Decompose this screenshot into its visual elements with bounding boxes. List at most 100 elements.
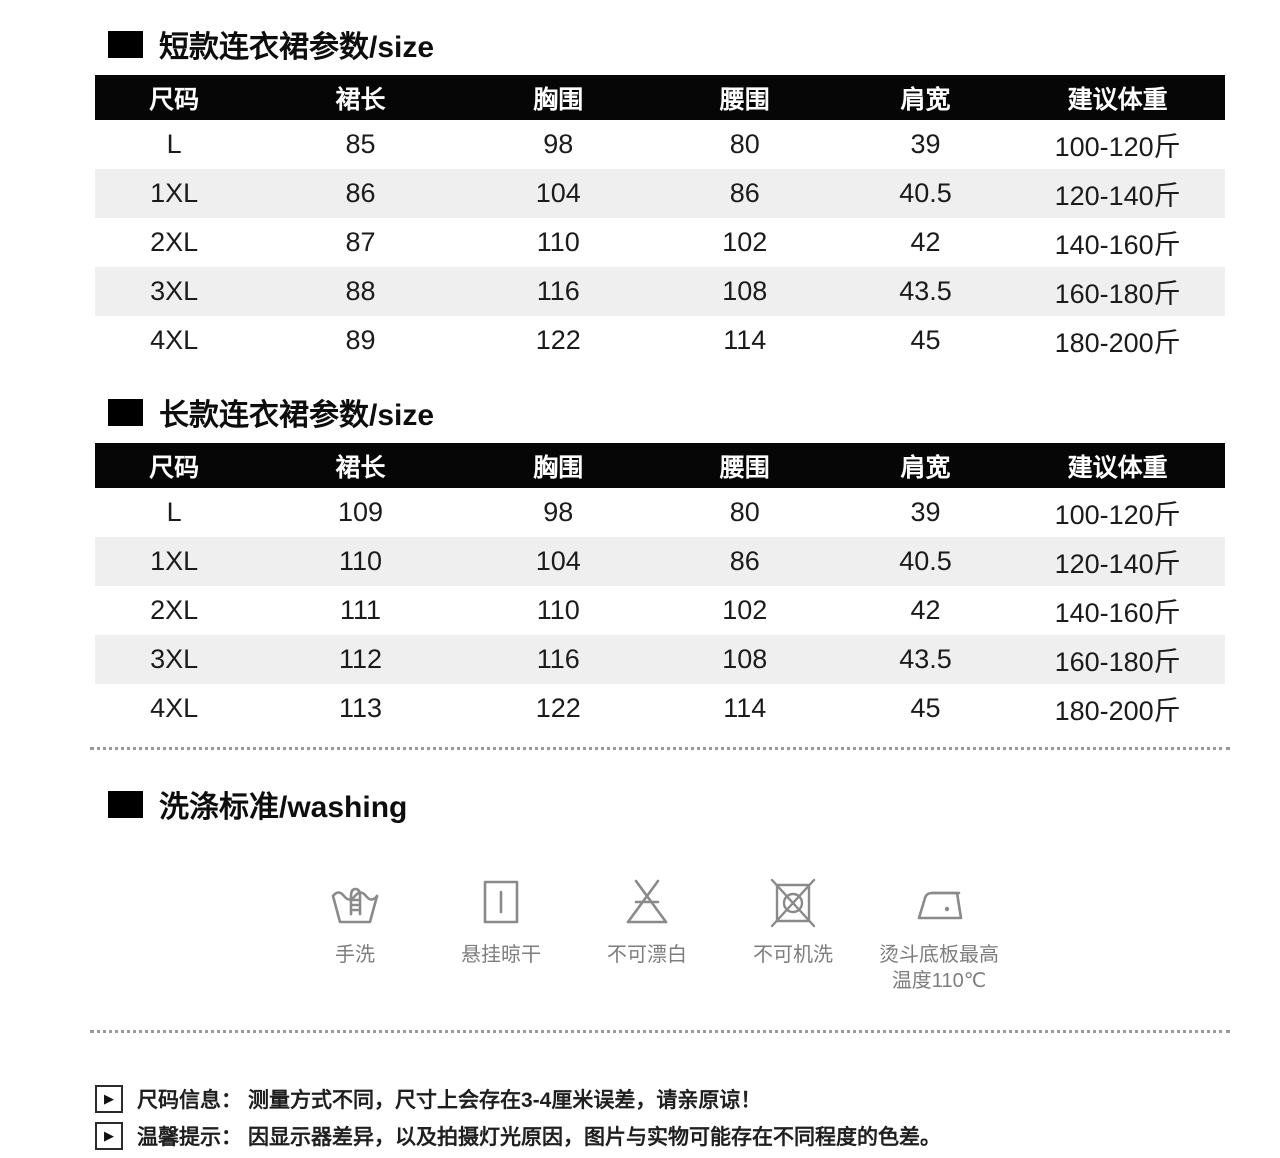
col-header-weight: 建议体重 [1067,453,1168,482]
wash-item-no-machine-wash: 不可机洗 [720,872,866,994]
cell-shoulder: 40.5 [899,546,952,576]
cell-weight: 160-180斤 [1054,279,1181,309]
cell-shoulder: 40.5 [899,178,952,208]
cell-shoulder: 45 [910,325,941,355]
col-header-size: 尺码 [149,453,200,482]
cell-size: 2XL [150,595,199,625]
cell-bust: 122 [535,693,581,723]
col-header-shoulder: 肩宽 [900,453,951,482]
iron-max-temp-icon [910,872,968,932]
cell-bust: 104 [535,178,581,208]
note-text: 因显示器差异，以及拍摄灯光原因，图片与实物可能存在不同程度的色差。 [248,1126,941,1149]
wash-label-line1: 烫斗底板最高 [879,944,999,966]
dotted-divider [90,1030,1230,1033]
play-badge-icon: ▶ [95,1122,123,1150]
washing-icons-row: 手洗 悬挂晾干 不可漂白 [282,872,1012,994]
table-header-row: 尺码 裙长 胸围 腰围 肩宽 建议体重 [95,75,1225,120]
wash-item-iron-max-temp: 烫斗底板最高 温度110℃ [866,872,1012,994]
cell-skirt-length: 112 [339,644,383,674]
cell-shoulder: 42 [910,227,941,257]
cell-shoulder: 39 [910,129,941,159]
section-title-text: 长款连衣裙参数/size [159,399,435,432]
cell-skirt-length: 86 [345,178,376,208]
table-header-row: 尺码 裙长 胸围 腰围 肩宽 建议体重 [95,443,1225,488]
cell-waist: 114 [723,325,767,355]
cell-waist: 80 [729,129,760,159]
table-row: 3XL 88 116 108 43.5 160-180斤 [95,267,1225,316]
cell-weight: 180-200斤 [1054,696,1181,726]
wash-label: 手洗 [335,944,375,966]
section-title-text: 洗涤标准/washing [159,791,408,824]
cell-weight: 100-120斤 [1054,132,1181,162]
note-label: 温馨提示： [137,1126,242,1149]
cell-waist: 80 [729,497,760,527]
no-machine-wash-icon [764,872,822,932]
cell-skirt-length: 109 [338,497,384,527]
cell-size: 1XL [150,178,199,208]
play-badge-icon: ▶ [95,1085,123,1113]
title-square-icon [108,398,143,426]
table-row: L 85 98 80 39 100-120斤 [95,120,1225,169]
cell-waist: 108 [722,276,768,306]
table-row: 1XL 110 104 86 40.5 120-140斤 [95,537,1225,586]
wash-item-hand-wash: 手洗 [282,872,428,994]
title-square-icon [108,790,143,818]
table-row: 4XL 89 122 114 45 180-200斤 [95,316,1225,365]
table-row: 3XL 112 116 108 43.5 160-180斤 [95,635,1225,684]
cell-shoulder: 42 [910,595,941,625]
cell-shoulder: 39 [910,497,941,527]
long-dress-size-table: 尺码 裙长 胸围 腰围 肩宽 建议体重 L 109 98 80 39 100-1… [95,443,1225,733]
table-row: 4XL 113 122 114 45 180-200斤 [95,684,1225,733]
col-header-skirt-length: 裙长 [335,453,386,482]
table-row: 2XL 111 110 102 42 140-160斤 [95,586,1225,635]
washing-section-title: 洗涤标准/washing [108,782,407,826]
cell-bust: 98 [543,129,574,159]
col-header-waist: 腰围 [719,85,770,114]
table-row: 2XL 87 110 102 42 140-160斤 [95,218,1225,267]
col-header-weight: 建议体重 [1067,85,1168,114]
cell-size: L [166,497,182,527]
cell-skirt-length: 87 [345,227,376,257]
col-header-skirt-length: 裙长 [335,85,386,114]
cell-skirt-length: 110 [339,546,383,576]
cell-skirt-length: 111 [340,595,382,625]
hand-wash-icon [326,872,384,932]
cell-bust: 122 [535,325,581,355]
wash-label: 悬挂晾干 [461,944,541,966]
cell-bust: 104 [535,546,581,576]
short-dress-size-table: 尺码 裙长 胸围 腰围 肩宽 建议体重 L 85 98 80 39 100-12… [95,75,1225,365]
cell-waist: 86 [729,546,760,576]
cell-size: 3XL [150,276,199,306]
note-label: 尺码信息： [137,1089,242,1112]
table-row: L 109 98 80 39 100-120斤 [95,488,1225,537]
cell-weight: 120-140斤 [1054,181,1181,211]
cell-waist: 114 [723,693,767,723]
wash-item-no-bleach: 不可漂白 [574,872,720,994]
cell-shoulder: 43.5 [899,644,952,674]
note-text: 测量方式不同，尺寸上会存在3-4厘米误差，请亲原谅！ [248,1089,762,1112]
cell-size: 1XL [150,546,199,576]
cell-weight: 120-140斤 [1054,549,1181,579]
cell-size: 4XL [150,325,199,355]
cell-skirt-length: 85 [345,129,376,159]
section-title-text: 短款连衣裙参数/size [159,31,435,64]
wash-label: 烫斗底板最高 温度110℃ [879,942,999,994]
cell-size: 2XL [150,227,199,257]
col-header-shoulder: 肩宽 [900,85,951,114]
cell-waist: 102 [722,227,768,257]
cell-bust: 110 [536,227,580,257]
cell-skirt-length: 89 [345,325,376,355]
short-dress-section-title: 短款连衣裙参数/size [108,22,434,66]
wash-label: 不可漂白 [607,944,687,966]
col-header-waist: 腰围 [719,453,770,482]
cell-weight: 160-180斤 [1054,647,1181,677]
cell-shoulder: 45 [910,693,941,723]
long-dress-section-title: 长款连衣裙参数/size [108,390,434,434]
cell-waist: 86 [729,178,760,208]
cell-skirt-length: 113 [339,693,383,723]
wash-item-hang-dry: 悬挂晾干 [428,872,574,994]
cell-bust: 98 [543,497,574,527]
col-header-bust: 胸围 [533,85,584,114]
col-header-size: 尺码 [149,85,200,114]
cell-bust: 116 [536,644,580,674]
